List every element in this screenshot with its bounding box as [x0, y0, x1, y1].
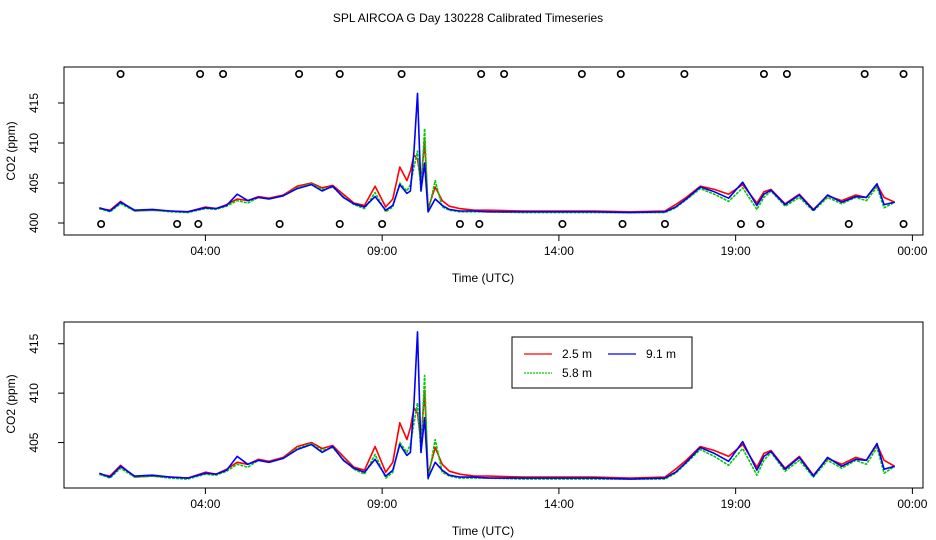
- bottom-marker-circle: [194, 220, 203, 229]
- bottom-y-axis-label: CO2 (ppm): [4, 374, 18, 433]
- top-marker-circle: [759, 70, 768, 79]
- bottom-marker-circle: [97, 220, 106, 229]
- top-y-tick-label: 405: [27, 173, 41, 193]
- top-marker-circle: [577, 70, 586, 79]
- top-plot-frame: [63, 66, 924, 236]
- bottom-marker-circle: [844, 220, 853, 229]
- legend: 2.5 m 5.8 m 9.1 m: [511, 336, 693, 389]
- top-y-tick-label: 400: [27, 213, 41, 233]
- top-marker-circle: [196, 70, 205, 79]
- legend-box: [511, 336, 693, 389]
- figure-title: SPL AIRCOA G Day 130228 Calibrated Times…: [333, 11, 603, 25]
- top-marker-circle: [397, 70, 406, 79]
- bottom-marker-circle: [378, 220, 387, 229]
- top-marker-circle: [116, 70, 125, 79]
- bottom-marker-circle: [335, 220, 344, 229]
- bottom-plot-frame: [63, 321, 924, 489]
- top-marker-circle: [899, 70, 908, 79]
- bottom-marker-circle: [736, 220, 745, 229]
- top-marker-circle: [335, 70, 344, 79]
- top-marker-circle: [219, 70, 228, 79]
- top-x-axis-label: Time (UTC): [452, 271, 514, 285]
- top-marker-circle: [500, 70, 509, 79]
- bottom-series-5-8-m: [99, 374, 896, 480]
- bottom-marker-circle: [618, 220, 627, 229]
- bottom-x-tick-label: 19:00: [721, 497, 751, 511]
- bottom-marker-circle: [756, 220, 765, 229]
- bottom-series-9-1-m: [99, 331, 895, 480]
- top-series-2-5-m: [99, 139, 896, 213]
- bottom-series: [99, 331, 896, 480]
- bottom-marker-circle: [899, 220, 908, 229]
- bottom-x-tick-label: 04:00: [190, 497, 220, 511]
- top-x-tick-label: 00:00: [897, 244, 927, 258]
- top-x-tick-label: 04:00: [190, 244, 220, 258]
- bottom-x-tick-label: 00:00: [897, 497, 927, 511]
- top-marker-circle: [860, 70, 869, 79]
- top-series: [99, 92, 896, 214]
- legend-label-5-8m: 5.8 m: [562, 366, 592, 380]
- bottom-y-tick-label: 415: [27, 333, 41, 353]
- bottom-marker-circle: [558, 220, 567, 229]
- bottom-series-2-5-m: [99, 389, 896, 479]
- top-series-9-1-m: [99, 92, 895, 214]
- top-x-tick-label: 09:00: [367, 244, 397, 258]
- bottom-marker-circle: [455, 220, 464, 229]
- top-y-tick-label: 410: [27, 133, 41, 153]
- bottom-x-axis-label: Time (UTC): [452, 524, 514, 538]
- bottom-y-tick-label: 405: [27, 432, 41, 452]
- bottom-y-axis: 405 410 415: [27, 333, 64, 453]
- top-x-tick-label: 19:00: [721, 244, 751, 258]
- top-marker-circle: [616, 70, 625, 79]
- top-marker-circle: [782, 70, 791, 79]
- top-marker-circle: [680, 70, 689, 79]
- bottom-marker-circle: [173, 220, 182, 229]
- top-marker-circle: [295, 70, 304, 79]
- bottom-x-tick-label: 14:00: [544, 497, 574, 511]
- top-y-axis: 400 405 410 415: [27, 93, 64, 233]
- top-marker-circle: [477, 70, 486, 79]
- bottom-panel: 04:00 09:00 14:00 19:00 00:00 405 410 415 Time…: [4, 321, 928, 538]
- bottom-y-tick-label: 410: [27, 383, 41, 403]
- top-y-tick-label: 415: [27, 93, 41, 113]
- bottom-x-tick-label: 09:00: [367, 497, 397, 511]
- top-markers: [97, 70, 908, 229]
- top-series-5-8-m: [99, 127, 896, 214]
- bottom-marker-circle: [475, 220, 484, 229]
- legend-label-9-1m: 9.1 m: [646, 347, 676, 361]
- top-panel: 04:00 09:00 14:00 19:00 00:00 400 405 410 415 T…: [4, 66, 928, 285]
- legend-label-2-5m: 2.5 m: [562, 347, 592, 361]
- top-x-axis: 04:00 09:00 14:00 19:00 00:00: [190, 235, 928, 258]
- top-x-tick-label: 14:00: [544, 244, 574, 258]
- bottom-marker-circle: [275, 220, 284, 229]
- top-y-axis-label: CO2 (ppm): [4, 121, 18, 180]
- bottom-marker-circle: [660, 220, 669, 229]
- bottom-x-axis: 04:00 09:00 14:00 19:00 00:00: [190, 488, 928, 511]
